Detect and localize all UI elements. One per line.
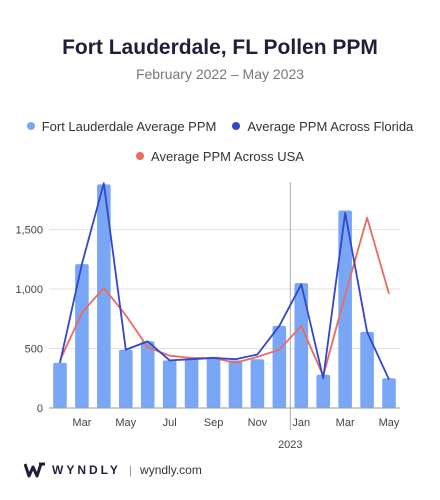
- x-tick-label: Sep: [204, 417, 224, 429]
- florida-line: [59, 182, 390, 380]
- bar: [53, 362, 67, 408]
- bar: [97, 184, 111, 408]
- bar: [162, 360, 177, 408]
- y-tick-label: 500: [25, 344, 43, 356]
- y-tick-label: 1,500: [15, 225, 43, 237]
- legend-item-florida: Average PPM Across Florida: [232, 119, 413, 134]
- footer-separator: |: [128, 463, 133, 477]
- footer: WYNDLY | wyndly.com: [24, 462, 202, 478]
- bar: [382, 378, 396, 408]
- legend-swatch-florida: [232, 122, 241, 130]
- y-tick-label: 0: [37, 403, 43, 415]
- bar: [140, 341, 155, 408]
- chart-title: Fort Lauderdale, FL Pollen PPM: [62, 36, 378, 59]
- x-tick-label: Jan: [292, 417, 310, 429]
- legend-item-fort-lauderdale: Fort Lauderdale Average PPM: [26, 118, 217, 134]
- pollen-chart: 0 500 1,000 1,500 Mar May Jul Sep Nov Jan Mar May 20…: [15, 182, 400, 451]
- usa-line: [59, 216, 390, 377]
- x-tick-label: Mar: [336, 417, 355, 429]
- x-tick-label: Nov: [248, 417, 268, 429]
- bar: [184, 359, 199, 408]
- legend-label-fort-lauderdale: Fort Lauderdale Average PPM: [41, 118, 217, 134]
- chart-subtitle: February 2022 – May 2023: [135, 66, 305, 82]
- year-label: 2023: [278, 439, 302, 451]
- x-tick-label: May: [379, 417, 400, 429]
- bar: [250, 359, 265, 408]
- legend-swatch-bar: [26, 122, 35, 130]
- chart-legend: Fort Lauderdale Average PPM Average PPM …: [0, 116, 440, 176]
- footer-url: wyndly.com: [140, 463, 202, 477]
- brand-name: WYNDLY: [52, 463, 121, 477]
- x-tick-label: May: [115, 417, 136, 429]
- bar: [294, 283, 309, 408]
- bar: [272, 325, 287, 408]
- bar: [316, 374, 331, 408]
- wyndly-logo-icon: [24, 462, 45, 478]
- bar: [206, 356, 221, 408]
- legend-label-florida: Average PPM Across Florida: [247, 118, 414, 134]
- legend-swatch-usa: [136, 152, 145, 160]
- bar: [338, 210, 352, 408]
- x-tick-label: Jul: [163, 417, 177, 429]
- bar: [118, 349, 133, 408]
- bar: [75, 264, 89, 408]
- bar: [228, 360, 243, 408]
- x-tick-label: Mar: [72, 417, 91, 429]
- y-tick-label: 1,000: [15, 284, 43, 296]
- bar: [360, 331, 374, 408]
- legend-item-usa: Average PPM Across USA: [136, 149, 304, 164]
- legend-label-usa: Average PPM Across USA: [151, 148, 304, 164]
